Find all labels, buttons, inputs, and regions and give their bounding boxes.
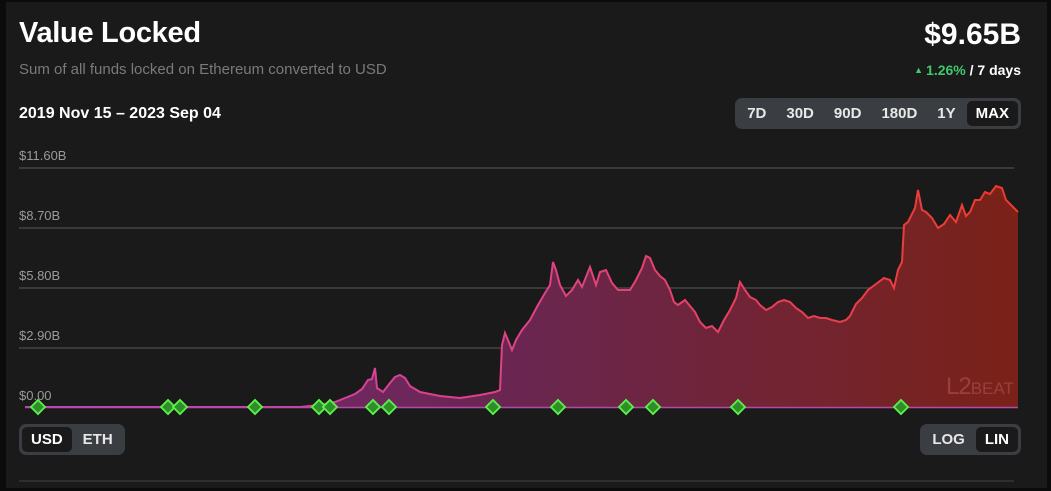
y-tick-label: $8.70B	[19, 208, 61, 223]
y-tick-label: $2.90B	[19, 328, 61, 343]
gridline	[19, 287, 1014, 289]
scale-log-button[interactable]: LOG	[932, 431, 965, 448]
event-marker-icon[interactable]	[644, 398, 662, 416]
change-period: / 7 days	[969, 62, 1021, 78]
event-marker-icon[interactable]	[484, 398, 502, 416]
time-range-selector: 7D 30D 90D 180D 1Y MAX	[735, 98, 1021, 129]
range-180d-button[interactable]: 180D	[881, 105, 918, 122]
event-marker-icon[interactable]	[364, 398, 382, 416]
range-max-button[interactable]: MAX	[966, 101, 1018, 126]
total-value: $9.65B	[924, 18, 1021, 51]
currency-usd-button[interactable]: USD	[22, 427, 72, 452]
event-marker-icon[interactable]	[310, 398, 328, 416]
change-percent: 1.26%	[926, 62, 966, 78]
y-tick-label: $5.80B	[19, 268, 61, 283]
gridline	[19, 227, 1014, 229]
range-30d-button[interactable]: 30D	[786, 105, 814, 122]
currency-eth-button[interactable]: ETH	[82, 431, 113, 448]
event-marker-icon[interactable]	[246, 398, 264, 416]
area-series	[25, 184, 1019, 409]
range-1y-button[interactable]: 1Y	[937, 105, 956, 122]
chart-subtitle: Sum of all funds locked on Ethereum conv…	[19, 61, 387, 78]
event-marker-icon[interactable]	[321, 398, 339, 416]
scale-lin-button[interactable]: LIN	[975, 427, 1018, 452]
event-marker-icon[interactable]	[729, 398, 747, 416]
l2beat-watermark: L2BEAT	[946, 373, 1014, 400]
currency-selector: USD ETH	[19, 424, 125, 455]
event-marker-icon[interactable]	[892, 398, 910, 416]
y-tick-label: $0.00	[19, 388, 52, 403]
gridline	[19, 167, 1014, 169]
event-marker-icon[interactable]	[617, 398, 635, 416]
event-marker-icon[interactable]	[159, 398, 177, 416]
divider	[19, 480, 1014, 482]
range-90d-button[interactable]: 90D	[833, 105, 862, 122]
event-marker-icon[interactable]	[549, 398, 567, 416]
y-tick-label: $11.60B	[19, 148, 67, 163]
change-up: ▲ 1.26%	[914, 62, 966, 78]
scale-selector: LOG LIN	[920, 424, 1021, 455]
event-markers	[29, 398, 910, 416]
range-7d-button[interactable]: 7D	[747, 105, 767, 122]
event-marker-icon[interactable]	[171, 398, 189, 416]
change-indicator: ▲ 1.26% / 7 days	[914, 62, 1021, 78]
arrow-up-icon: ▲	[914, 65, 924, 75]
date-range: 2019 Nov 15 – 2023 Sep 04	[19, 105, 221, 122]
page-title: Value Locked	[19, 17, 201, 49]
event-marker-icon[interactable]	[29, 398, 47, 416]
event-marker-icon[interactable]	[380, 398, 398, 416]
